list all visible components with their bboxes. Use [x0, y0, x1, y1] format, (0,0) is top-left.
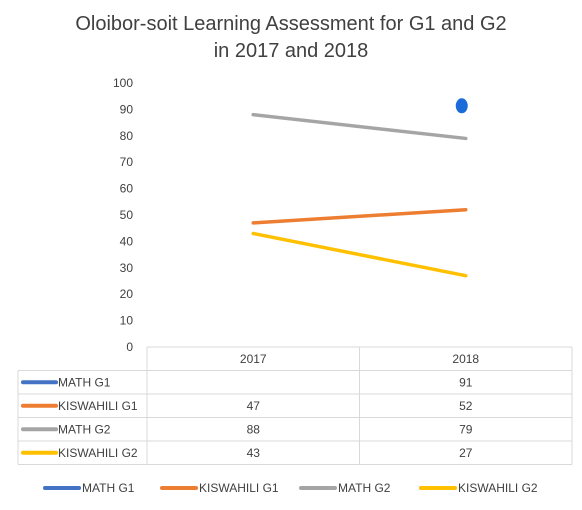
- table-cell-value: 91: [459, 375, 473, 389]
- legend-label: MATH G2: [338, 481, 391, 495]
- series-point: [455, 98, 468, 114]
- data-table: 2017 2018 MATH G1 91 KISWAHILI G1 47 52 MATH G2…: [17, 346, 573, 465]
- y-tick-label: 80: [120, 129, 134, 143]
- table-series-name: MATH G2: [58, 422, 111, 436]
- x-category-label: 2018: [452, 352, 479, 366]
- y-tick-label: 0: [126, 340, 133, 354]
- table-cell-value: 88: [247, 422, 261, 436]
- table-cell-value: 27: [459, 446, 473, 460]
- y-tick-label: 90: [120, 102, 134, 116]
- legend-label: KISWAHILI G2: [458, 481, 538, 495]
- y-axis: 0 10 20 30 40 50 60 70 80 90 100: [113, 76, 133, 354]
- y-tick-label: 70: [120, 155, 134, 169]
- y-tick-label: 40: [120, 234, 134, 248]
- table-series-name: KISWAHILI G1: [58, 399, 138, 413]
- y-tick-label: 60: [120, 182, 134, 196]
- y-tick-label: 20: [120, 287, 134, 301]
- table-cell-value: 43: [247, 446, 261, 460]
- series-line: [251, 231, 468, 278]
- table-cell-value: 52: [459, 399, 473, 413]
- legend: MATH G1 KISWAHILI G1 MATH G2 KISWAHILI G2: [43, 481, 538, 495]
- x-category-label: 2017: [240, 352, 267, 366]
- y-tick-label: 50: [120, 208, 134, 222]
- chart-title-line2: in 2017 and 2018: [214, 40, 369, 62]
- legend-label: KISWAHILI G1: [199, 481, 279, 495]
- table-cell-value: 79: [459, 422, 473, 436]
- series-line: [251, 112, 468, 141]
- table-series-name: MATH G1: [58, 375, 111, 389]
- legend-label: MATH G1: [82, 481, 135, 495]
- chart-title-line1: Oloibor-soit Learning Assessment for G1 …: [75, 13, 506, 35]
- series-line: [251, 207, 468, 225]
- y-tick-label: 10: [120, 314, 134, 328]
- table-series-name: KISWAHILI G2: [58, 446, 138, 460]
- plot-area: [251, 98, 468, 278]
- y-tick-label: 100: [113, 76, 133, 90]
- table-cell-value: 47: [247, 399, 261, 413]
- y-tick-label: 30: [120, 261, 134, 275]
